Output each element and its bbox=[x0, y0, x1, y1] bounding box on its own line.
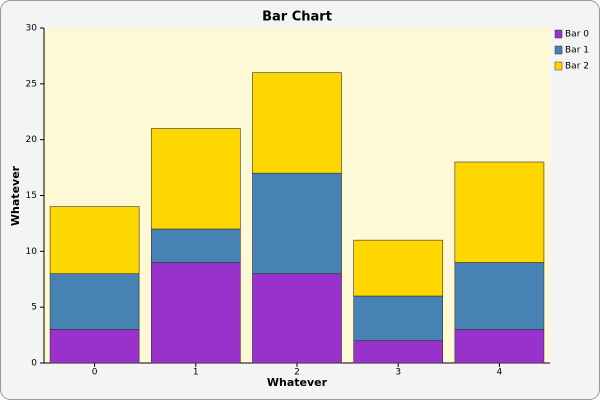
bar-segment bbox=[454, 161, 545, 263]
x-tick-label: 1 bbox=[193, 368, 199, 378]
bar-segment bbox=[49, 206, 140, 274]
y-tick-label: 5 bbox=[31, 303, 37, 313]
bar-segment bbox=[150, 228, 241, 263]
y-tick-label: 0 bbox=[31, 359, 37, 369]
bar-segment bbox=[353, 295, 444, 341]
y-tick-label: 30 bbox=[26, 24, 38, 34]
bar-segment bbox=[150, 128, 241, 230]
legend-label: Bar 2 bbox=[565, 62, 589, 72]
legend-label: Bar 1 bbox=[565, 46, 589, 56]
bar-segment bbox=[252, 273, 342, 364]
bar-segment bbox=[454, 262, 545, 330]
x-axis-label: Whatever bbox=[267, 376, 328, 389]
y-tick-label: 20 bbox=[26, 135, 38, 145]
bar-segment bbox=[150, 262, 241, 364]
bar-segment bbox=[49, 329, 140, 364]
y-tick-label: 10 bbox=[26, 247, 38, 257]
x-tick-label: 3 bbox=[395, 368, 401, 378]
bar-segment bbox=[454, 329, 545, 364]
legend-swatch bbox=[554, 29, 563, 39]
y-tick-label: 25 bbox=[26, 79, 37, 89]
bar-segment bbox=[353, 239, 444, 297]
bar-segment bbox=[49, 273, 140, 330]
x-tick-label: 2 bbox=[294, 368, 300, 378]
bar-segment bbox=[252, 72, 342, 174]
chart-title: Bar Chart bbox=[262, 10, 332, 25]
x-tick-label: 4 bbox=[497, 368, 503, 378]
legend-label: Bar 0 bbox=[565, 30, 589, 40]
bar-segment bbox=[252, 172, 342, 274]
bar-segment bbox=[353, 340, 444, 364]
y-tick-label: 15 bbox=[26, 191, 37, 201]
x-tick-label: 0 bbox=[92, 368, 98, 378]
legend-swatch bbox=[554, 45, 563, 55]
y-axis-label: Whatever bbox=[9, 165, 22, 226]
legend-swatch bbox=[554, 61, 563, 71]
